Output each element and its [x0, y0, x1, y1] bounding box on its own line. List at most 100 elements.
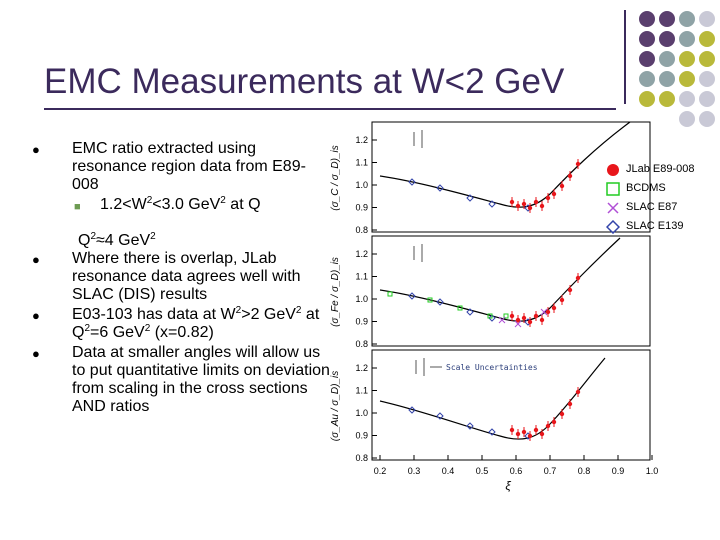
- jlab-point: [575, 161, 581, 167]
- dot-grid-svg: [639, 11, 715, 127]
- x-tick-labels: 0.2 0.3 0.4 0.5 0.6 0.7 0.8 0.9 1.0: [374, 455, 658, 476]
- decor-dot: [679, 11, 695, 27]
- x-tick-label: 0.6: [510, 466, 523, 476]
- panel-gold-frame: [371, 349, 651, 461]
- decor-dot: [639, 11, 655, 27]
- y-label-gold: (σ_Au / σ_D)_is: [330, 371, 341, 441]
- jlab-point: [527, 319, 533, 325]
- bcdms-point: [457, 305, 463, 311]
- jlab-point: [533, 199, 539, 205]
- y-tick-label: 0.9: [355, 431, 368, 441]
- decor-dot: [639, 31, 655, 47]
- decor-dot: [699, 51, 715, 67]
- slac-e139-point: [466, 194, 474, 202]
- jlab-point: [509, 313, 515, 319]
- y-tick-label: 0.8: [355, 453, 368, 463]
- y-tick-label: 0.8: [355, 225, 368, 235]
- slac-e87-point: [514, 320, 522, 328]
- plot-legend: JLab E89-008 BCDMS SLAC E87 SLAC E139: [606, 160, 695, 236]
- jlab-point: [559, 297, 565, 303]
- jlab-point: [551, 191, 557, 197]
- slac-e87-point: [540, 308, 548, 316]
- bullet-text: EMC ratio extracted using resonance regi…: [72, 140, 306, 193]
- cross-icon: [606, 201, 620, 215]
- sub-bullet-marker: ■: [74, 201, 81, 213]
- x-tick-label: 0.8: [578, 466, 591, 476]
- bullet-item: ● E03-103 has data at W2>2 GeV2 at Q2=6 …: [30, 306, 330, 342]
- jlab-point: [567, 173, 573, 179]
- decor-dot: [679, 71, 695, 87]
- bcdms-point: [487, 313, 493, 319]
- bcdms-point: [503, 313, 509, 319]
- bcdms-point: [387, 291, 393, 297]
- jlab-point: [521, 429, 527, 435]
- y-tick-label: 1.0: [355, 180, 368, 190]
- decor-dot: [679, 91, 695, 107]
- title-vertical-rule: [624, 10, 626, 104]
- decor-dot: [699, 11, 715, 27]
- bullet-marker: ●: [32, 252, 40, 267]
- jlab-point: [559, 411, 565, 417]
- decor-dot: [679, 111, 695, 127]
- legend-item-slac-e87: SLAC E87: [606, 198, 695, 217]
- decor-dot: [659, 71, 675, 87]
- decor-dot: [679, 51, 695, 67]
- jlab-point: [575, 275, 581, 281]
- y-tick-label: 1.2: [355, 135, 368, 145]
- decor-dot: [639, 51, 655, 67]
- decor-dot: [639, 91, 655, 107]
- jlab-point: [515, 203, 521, 209]
- decor-dot: [699, 31, 715, 47]
- y-label-carbon: (σ_C / σ_D)_is: [330, 145, 341, 210]
- y-tick-labels: 1.2 1.1 1.0 0.9 0.8 1.2 1.1 1.0 0.9 0.8 1.2 1.1 1.0 0…: [355, 135, 377, 463]
- jlab-point: [533, 427, 539, 433]
- x-tick-label: 0.4: [442, 466, 455, 476]
- bullet-marker: ●: [32, 308, 40, 323]
- panel-carbon-frame: [371, 121, 651, 233]
- jlab-point: [515, 431, 521, 437]
- jlab-point: [559, 183, 565, 189]
- y-tick-label: 1.1: [355, 386, 368, 396]
- jlab-point: [567, 401, 573, 407]
- jlab-point: [575, 389, 581, 395]
- slac-e139-point: [488, 200, 496, 208]
- slac-e87-point: [498, 316, 506, 324]
- y-label-iron: (σ_Fe / σ_D)_is: [330, 257, 341, 327]
- jlab-point: [539, 203, 545, 209]
- filled-circle-icon: [606, 163, 620, 177]
- y-tick-label: 1.2: [355, 363, 368, 373]
- jlab-point: [545, 309, 551, 315]
- x-tick-label: 0.9: [612, 466, 625, 476]
- slac-e139-point: [408, 292, 416, 300]
- curve-iron: [379, 237, 621, 322]
- sub-bullet-continuation: Q2≈4 GeV2: [78, 231, 156, 250]
- y-tick-label: 1.0: [355, 294, 368, 304]
- jlab-point: [521, 315, 527, 321]
- bullet-marker: ●: [32, 142, 40, 157]
- y-tick-label: 1.1: [355, 272, 368, 282]
- y-tick-label: 1.0: [355, 408, 368, 418]
- scale-uncertainty-note: Scale Uncertainties: [446, 363, 538, 372]
- legend-item-jlab: JLab E89-008: [606, 160, 695, 179]
- decor-dot: [699, 71, 715, 87]
- jlab-point: [567, 287, 573, 293]
- x-tick-label: 0.7: [544, 466, 557, 476]
- bullet-marker: ●: [32, 346, 40, 361]
- legend-item-slac-e139: SLAC E139: [606, 217, 695, 236]
- jlab-point: [533, 313, 539, 319]
- bullet-text: E03-103 has data at W2>2 GeV2 at Q2=6 Ge…: [72, 305, 320, 342]
- slac-e139-point: [436, 298, 444, 306]
- legend-item-bcdms: BCDMS: [606, 179, 695, 198]
- bullet-text: Data at smaller angles will allow us to …: [72, 344, 330, 415]
- jlab-point: [551, 305, 557, 311]
- jlab-point: [509, 199, 515, 205]
- title-underline: [44, 108, 616, 110]
- sub-bullet-item: ■ 1.2<W2<3.0 GeV2 at Q2: [30, 196, 330, 232]
- jlab-point: [539, 317, 545, 323]
- slac-e139-point: [488, 314, 496, 322]
- curve-carbon: [379, 121, 631, 208]
- emc-ratio-figure: (σ_C / σ_D)_is (σ_Fe / σ_D)_is (σ_Au / σ…: [330, 118, 660, 498]
- slac-e139-point: [436, 412, 444, 420]
- bcdms-point: [427, 297, 433, 303]
- jlab-point: [527, 205, 533, 211]
